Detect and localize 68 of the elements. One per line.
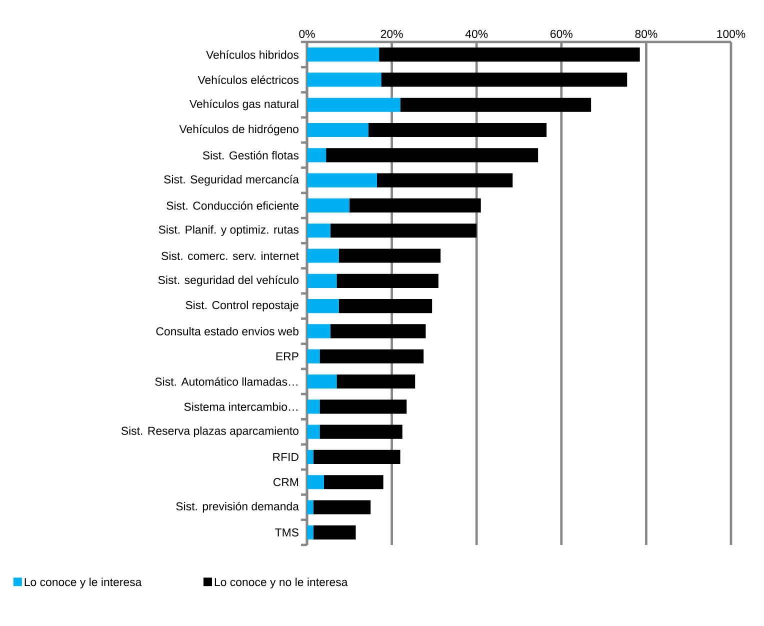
bar	[400, 98, 592, 112]
bar	[338, 248, 441, 263]
bar	[368, 122, 547, 138]
bar	[307, 48, 380, 62]
bar	[330, 224, 477, 238]
bar	[307, 98, 400, 112]
x-tick-label: 100%	[717, 30, 746, 38]
y-tick-label: Sist. Seguridad mercancía	[164, 174, 299, 186]
legend-label: Lo conoce y no le interesa	[214, 578, 348, 588]
bar	[307, 198, 350, 213]
x-tick-label: 60%	[550, 30, 572, 38]
y-tick-label: ERP	[276, 352, 298, 360]
y-tick-label: Vehículos hibridos	[206, 50, 299, 59]
bar	[313, 525, 356, 540]
y-tick-label: Sist. Reserva plazas aparcamiento	[121, 426, 298, 438]
bar	[307, 475, 324, 490]
x-tick-label: 80%	[635, 30, 658, 38]
bar	[307, 224, 330, 238]
bar	[320, 349, 424, 364]
bar	[330, 324, 426, 338]
y-tick-label: Sist. previsión demanda	[176, 502, 299, 513]
bar	[376, 173, 513, 188]
bar	[307, 400, 320, 414]
bar	[307, 299, 339, 314]
y-tick-label: Vehículos eléctricos	[198, 75, 299, 84]
bar	[320, 424, 402, 439]
bar	[307, 122, 368, 138]
y-tick-label: Sist. seguridad del vehículo	[158, 276, 298, 286]
bar	[307, 525, 314, 540]
y-tick-label: CRM	[273, 478, 298, 486]
bar	[336, 274, 438, 288]
bar	[307, 349, 320, 364]
bar	[313, 500, 371, 514]
y-tick-label: Sist. Automático llamadas…	[155, 377, 298, 386]
bar	[307, 450, 314, 464]
bar	[307, 274, 337, 288]
bar	[336, 374, 416, 389]
y-tick-label: TMS	[275, 528, 298, 536]
y-tick-label: Sist. Conducción eficiente	[166, 201, 298, 210]
bar	[313, 450, 400, 464]
bar	[338, 299, 432, 314]
bar	[326, 148, 538, 162]
bar	[307, 173, 377, 188]
bar	[320, 400, 407, 414]
y-tick-label: Sistema intercambio…	[184, 402, 298, 411]
bar	[307, 72, 382, 87]
bar	[307, 500, 314, 514]
y-tick-label: RFID	[273, 453, 298, 461]
y-tick-label: Vehículos de hidrógeno	[179, 124, 298, 136]
y-tick-label: Consulta estado envios web	[156, 327, 298, 336]
x-tick-label: 0%	[299, 30, 315, 38]
bar	[381, 72, 628, 87]
legend-label: Lo conoce y le interesa	[24, 578, 142, 588]
bar	[307, 324, 330, 338]
bar	[307, 248, 339, 263]
y-tick-label: Sist. Control repostaje	[186, 300, 298, 312]
bar	[349, 198, 481, 213]
bar	[379, 48, 640, 62]
bar	[307, 424, 320, 439]
bar	[307, 374, 337, 389]
x-tick-label: 20%	[380, 30, 403, 38]
x-tick-label: 40%	[465, 30, 488, 38]
y-tick-label: Vehículos gas natural	[189, 99, 298, 110]
y-tick-label: Sist. Gestión flotas	[202, 150, 299, 160]
y-tick-label: Sist. Planif. y optimiz. rutas	[158, 225, 299, 236]
bar	[307, 148, 326, 162]
y-tick-label: Sist. comerc. serv. internet	[162, 252, 299, 260]
bar	[324, 475, 384, 490]
